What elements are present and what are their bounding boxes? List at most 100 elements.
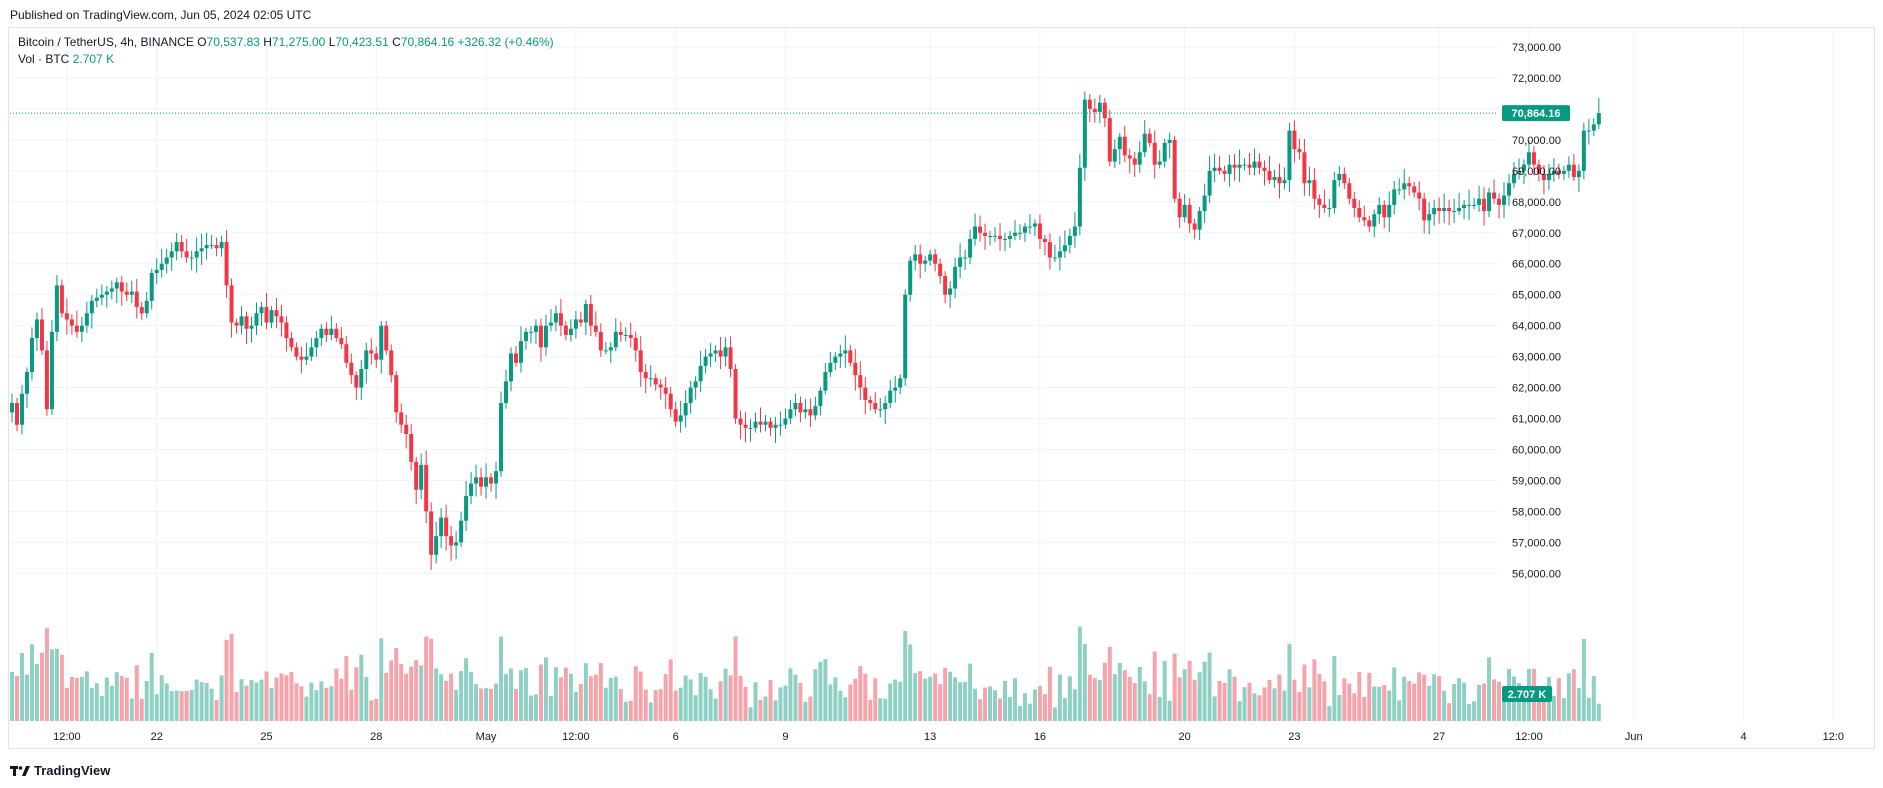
volume-bar [1467, 704, 1472, 721]
candle-body [1417, 192, 1422, 199]
candle-body [723, 347, 728, 357]
volume-bar [204, 683, 209, 721]
volume-bar [1012, 678, 1017, 721]
chart-frame[interactable] [8, 27, 1875, 749]
volume-bar [1082, 643, 1087, 721]
volume-bar [294, 683, 299, 721]
volume-label[interactable]: Vol · BTC [18, 52, 70, 66]
volume-bar [678, 687, 683, 721]
volume-bar [1412, 683, 1417, 721]
volume-bar [1541, 688, 1546, 721]
volume-bar [1237, 701, 1242, 721]
tradingview-footer[interactable]: TradingView [10, 763, 110, 778]
candle-body [209, 245, 214, 247]
candle-body [658, 384, 663, 388]
symbol-title[interactable]: Bitcoin / TetherUS, 4h, BINANCE [18, 35, 194, 49]
candle-body [593, 325, 598, 332]
candle-body [1531, 152, 1536, 165]
candle-body [938, 263, 943, 277]
volume-bar [1342, 678, 1347, 721]
y-axis-tick-label: 64,000.00 [1512, 321, 1561, 333]
candle-body [1162, 142, 1167, 162]
candle-body [1526, 152, 1531, 165]
volume-bar [124, 677, 129, 721]
candle-body [479, 477, 484, 487]
volume-bar [1551, 696, 1556, 721]
volume-bar [1417, 672, 1422, 721]
candle-body [903, 294, 908, 379]
candle-body [798, 403, 803, 413]
volume-bar [209, 688, 214, 721]
candle-body [1087, 99, 1092, 109]
volume-bar [1437, 676, 1442, 721]
volume-bar [898, 681, 903, 721]
candle-body [1232, 164, 1237, 168]
volume-bar [573, 691, 578, 721]
candle-body [344, 344, 349, 363]
volume-bar [489, 688, 494, 721]
candle-body [1556, 170, 1561, 174]
candle-body [883, 403, 888, 410]
candle-body [713, 350, 718, 354]
candle-body [863, 387, 868, 400]
volume-bar [1352, 693, 1357, 721]
volume-bar [464, 658, 469, 721]
candle-body [703, 356, 708, 366]
candle-body [1422, 198, 1427, 221]
candle-body [1062, 245, 1067, 252]
candle-body [119, 282, 124, 292]
candle-body [1482, 198, 1487, 212]
high-label: H [263, 35, 272, 49]
low-label: L [328, 35, 336, 49]
candle-body [309, 347, 314, 357]
candle-body [1372, 214, 1377, 227]
volume-bar [1521, 696, 1526, 721]
candle-body [1457, 207, 1462, 212]
volume-bar [1097, 680, 1102, 721]
volume-bar [174, 690, 179, 721]
volume-bar [553, 667, 558, 721]
change-value: +326.32 (+0.46%) [457, 35, 554, 49]
candle-body [1177, 198, 1182, 218]
candle-body [304, 356, 309, 360]
candle-body [389, 350, 394, 376]
volume-bar [454, 689, 459, 721]
candle-body [434, 536, 439, 555]
candle-body [174, 242, 179, 252]
candle-body [24, 372, 29, 394]
volume-bar [578, 683, 583, 721]
volume-bar [768, 680, 773, 721]
volume-bar [104, 677, 109, 721]
volume-bar [788, 668, 793, 721]
candle-body [1347, 183, 1352, 199]
candle-body [114, 282, 119, 289]
candle-body [743, 424, 748, 428]
candle-body [1452, 211, 1457, 213]
candle-body [1012, 232, 1017, 236]
volume-bar [189, 690, 194, 721]
candle-body [748, 427, 753, 429]
candle-body [1357, 207, 1362, 218]
volume-bar [833, 677, 838, 721]
volume-bar [249, 680, 254, 721]
volume-bar [1586, 697, 1591, 721]
volume-bar [843, 697, 848, 721]
volume-bar [548, 696, 553, 721]
candle-body [638, 350, 643, 373]
volume-bar [439, 674, 444, 721]
volume-bar [1262, 687, 1267, 721]
candle-body [1302, 152, 1307, 184]
candle-body [523, 331, 528, 342]
volume-bar [883, 698, 888, 721]
candle-body [494, 471, 499, 484]
candle-body [533, 325, 538, 332]
candle-body [1511, 173, 1516, 184]
candle-body [1467, 204, 1472, 206]
ohlc-legend: Bitcoin / TetherUS, 4h, BINANCE O70,537.… [18, 35, 554, 49]
candle-body [578, 319, 583, 323]
x-axis-tick-label: 9 [782, 731, 788, 743]
candle-body [474, 477, 479, 484]
volume-bar [588, 676, 593, 721]
volume-bar [513, 689, 518, 721]
